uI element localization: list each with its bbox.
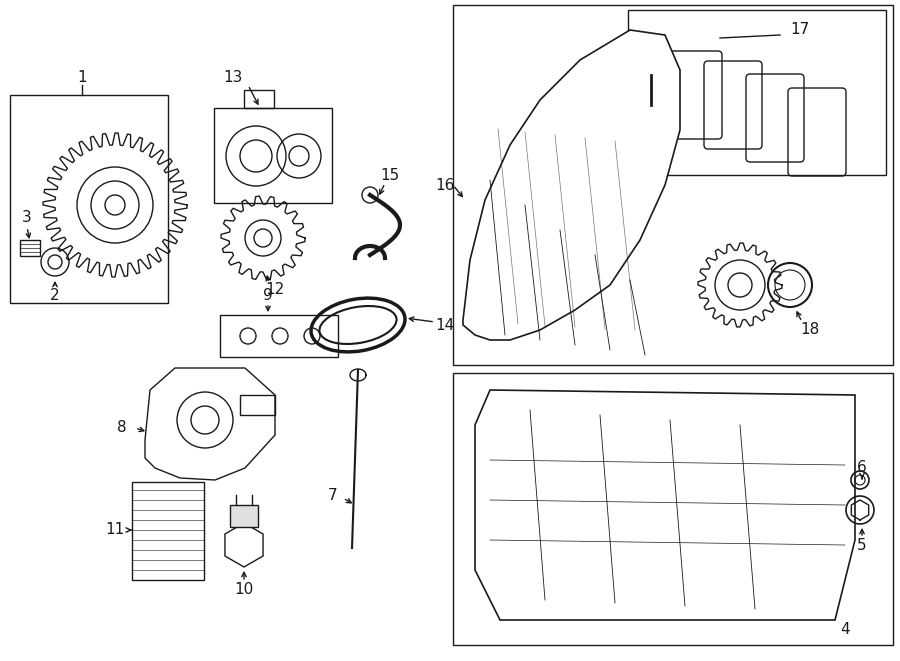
Text: 9: 9 xyxy=(263,288,273,303)
Bar xyxy=(453,373,893,645)
Text: 16: 16 xyxy=(436,178,454,192)
Bar xyxy=(453,5,893,365)
Bar xyxy=(240,395,275,415)
Bar xyxy=(20,240,40,256)
Text: 8: 8 xyxy=(117,420,127,436)
Circle shape xyxy=(646,70,656,80)
Bar xyxy=(220,315,338,357)
Bar xyxy=(230,505,258,527)
Text: 11: 11 xyxy=(105,522,124,537)
Text: 1: 1 xyxy=(77,71,86,85)
Circle shape xyxy=(362,187,378,203)
Text: 2: 2 xyxy=(50,288,59,303)
Text: 18: 18 xyxy=(800,323,820,338)
Text: 3: 3 xyxy=(22,210,32,225)
Polygon shape xyxy=(475,390,855,620)
Bar xyxy=(132,482,204,580)
Text: 4: 4 xyxy=(841,623,850,637)
Text: 14: 14 xyxy=(436,317,454,332)
Polygon shape xyxy=(145,368,275,480)
Text: 10: 10 xyxy=(234,582,254,598)
Text: 6: 6 xyxy=(857,461,867,475)
Bar xyxy=(628,10,886,175)
Text: 5: 5 xyxy=(857,537,867,553)
Polygon shape xyxy=(463,30,680,340)
Text: 7: 7 xyxy=(328,488,338,502)
Bar xyxy=(10,95,168,303)
Ellipse shape xyxy=(320,306,397,344)
Text: 15: 15 xyxy=(381,167,400,182)
Polygon shape xyxy=(225,523,263,567)
Bar xyxy=(244,90,274,108)
Text: 17: 17 xyxy=(790,22,810,38)
Text: 13: 13 xyxy=(223,71,243,85)
Text: 12: 12 xyxy=(266,282,284,297)
Bar xyxy=(214,108,332,203)
